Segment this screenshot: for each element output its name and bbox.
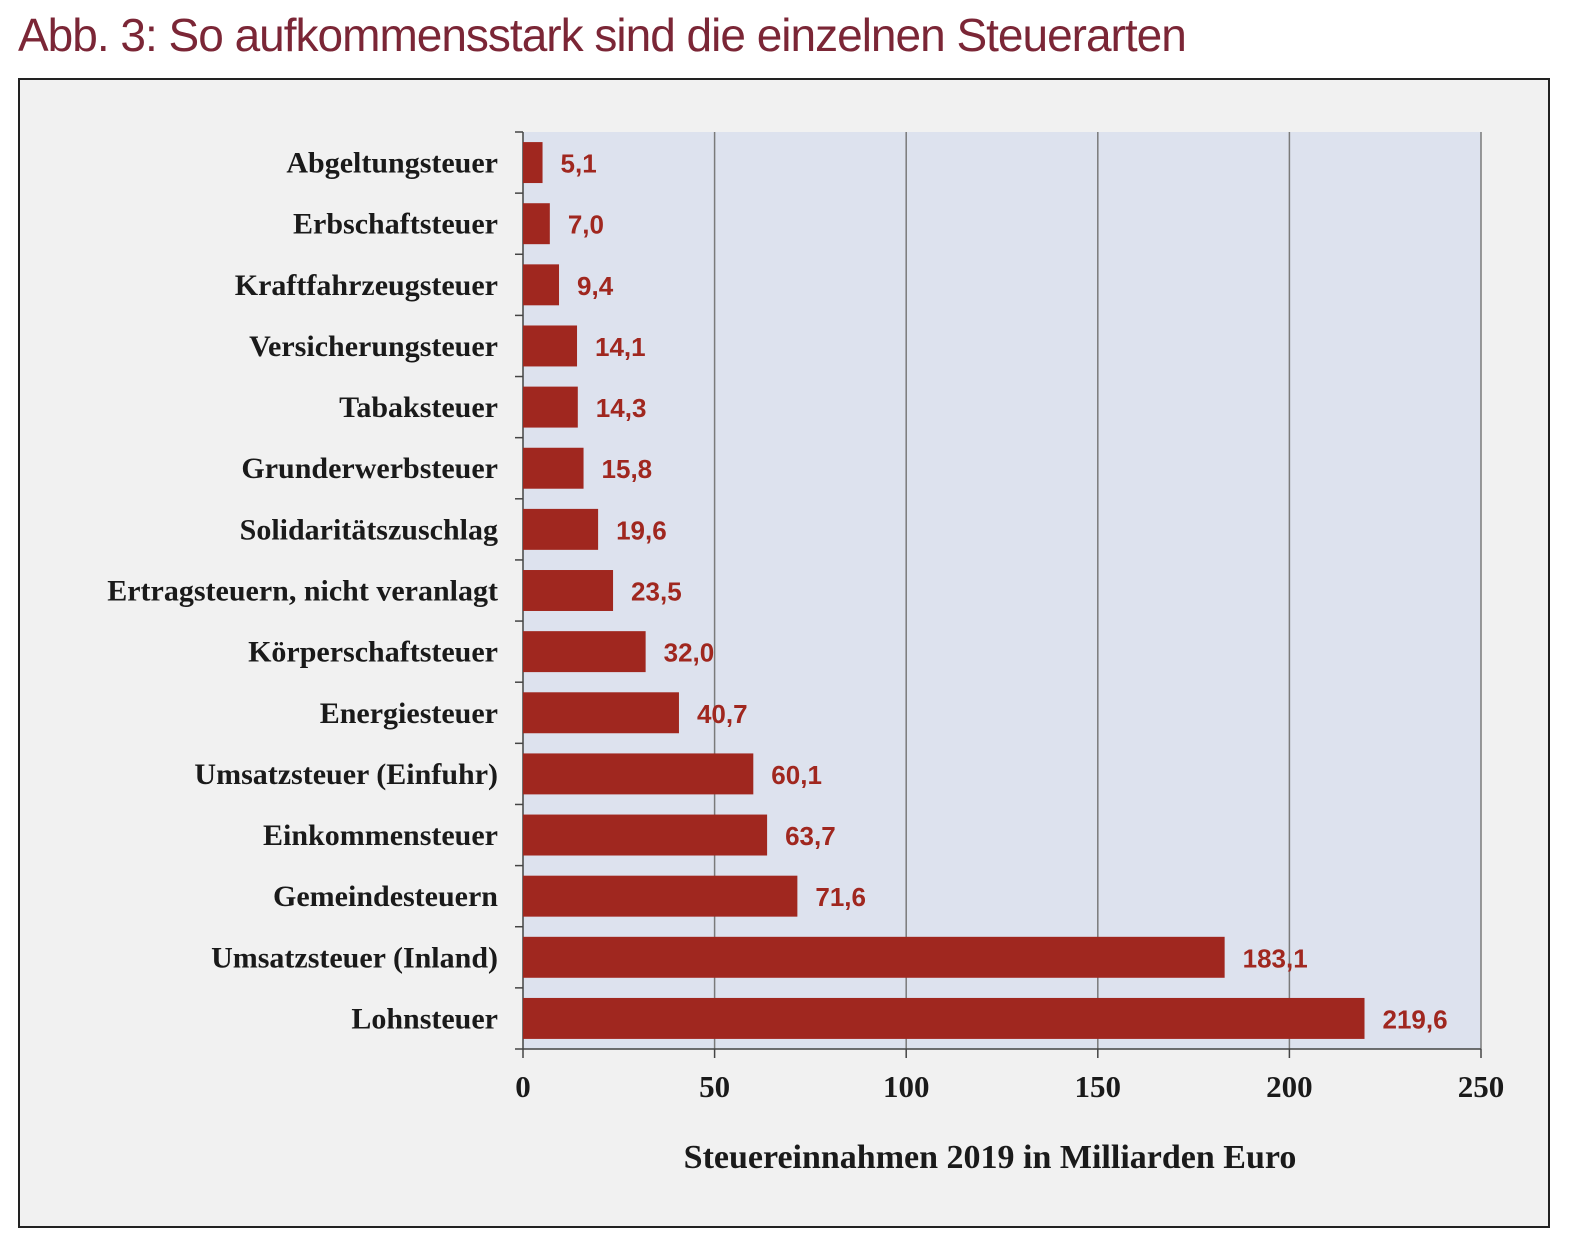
bar: [523, 142, 543, 184]
category-label: Umsatzsteuer (Einfuhr): [194, 758, 498, 791]
category-label: Körperschaftsteuer: [248, 636, 498, 669]
data-label: 9,4: [577, 271, 614, 301]
bar: [523, 997, 1365, 1039]
category-label: Kraftfahrzeugsteuer: [235, 269, 498, 302]
category-label: Energiesteuer: [320, 697, 498, 730]
x-tick-label: 100: [883, 1069, 930, 1104]
data-label: 15,8: [602, 454, 653, 484]
category-label: Solidaritätszuschlag: [240, 513, 498, 546]
x-axis-title: Steuereinnahmen 2019 in Milliarden Euro: [684, 1139, 1297, 1176]
data-label: 32,0: [664, 638, 715, 668]
data-label: 40,7: [697, 699, 748, 729]
data-label: 23,5: [631, 577, 682, 607]
x-tick-label: 250: [1458, 1069, 1505, 1104]
bar: [523, 264, 560, 306]
bar: [523, 203, 550, 245]
bar: [523, 753, 754, 795]
x-tick-label: 50: [699, 1069, 730, 1104]
chart-frame: Abgeltungsteuer 5,1 Erbschaftsteuer 7,0 Kraf…: [18, 78, 1550, 1228]
bar: [523, 570, 614, 611]
data-label: 63,7: [785, 821, 836, 851]
data-label: 14,1: [595, 332, 646, 362]
data-label: 7,0: [568, 210, 604, 240]
category-label: Umsatzsteuer (Inland): [211, 941, 498, 974]
figure-title: Abb. 3: So aufkommensstark sind die einz…: [18, 9, 1187, 61]
data-label: 183,1: [1243, 943, 1308, 973]
bar: [523, 325, 578, 367]
category-label: Tabaksteuer: [339, 391, 498, 424]
bar: [523, 936, 1225, 978]
bar: [523, 386, 578, 428]
bar: [523, 508, 599, 550]
category-label: Gemeindesteuern: [273, 880, 498, 913]
x-tick-label: 200: [1266, 1069, 1313, 1104]
data-label: 5,1: [561, 149, 597, 179]
x-tick-label: 0: [515, 1069, 531, 1104]
category-label: Lohnsteuer: [351, 1002, 498, 1035]
category-label: Erbschaftsteuer: [293, 208, 498, 241]
data-label: 19,6: [616, 515, 667, 545]
bar: [523, 631, 646, 673]
x-tick-label: 150: [1075, 1069, 1122, 1104]
category-label: Versicherungsteuer: [249, 330, 498, 363]
bar: [523, 875, 798, 917]
bar-chart: Abgeltungsteuer 5,1 Erbschaftsteuer 7,0 Kraf…: [107, 131, 1505, 1176]
category-label: Ertragsteuern, nicht veranlagt: [107, 575, 498, 608]
data-label: 60,1: [771, 760, 822, 790]
data-label: 219,6: [1383, 1004, 1448, 1034]
data-label: 14,3: [596, 393, 647, 423]
bar: [523, 692, 679, 734]
category-label: Abgeltungsteuer: [286, 147, 498, 180]
bar: [523, 447, 584, 489]
bar: [523, 814, 768, 856]
data-label: 71,6: [815, 882, 866, 912]
category-label: Einkommensteuer: [263, 819, 498, 852]
category-label: Grunderwerbsteuer: [241, 452, 498, 485]
